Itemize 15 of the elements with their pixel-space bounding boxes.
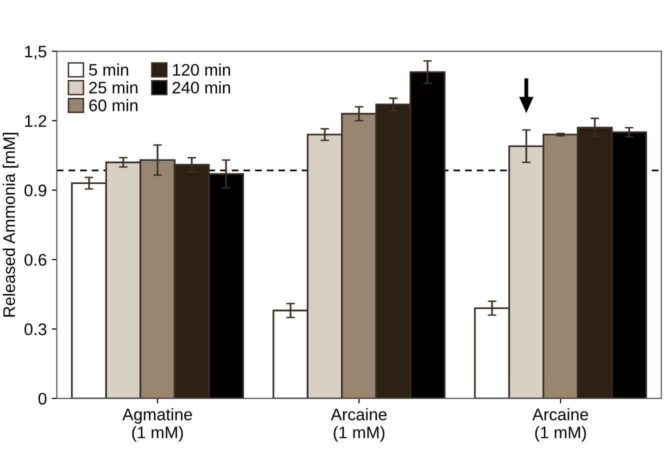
y-tick-label: 0.9 (24, 184, 46, 196)
legend-label: 5 min (89, 64, 128, 76)
y-tick-label: 1,5 (25, 46, 46, 60)
legend-label: 240 min (172, 81, 230, 94)
y-tick-label: 0 (38, 392, 46, 405)
x-tick-label: Arcaine (1 mM) (532, 408, 588, 442)
y-tick-label: 0.3 (24, 323, 46, 336)
y-axis-title: Released Ammonia [mM] (2, 132, 18, 317)
legend-label: 60 min (89, 99, 138, 112)
legend-label: 25 min (89, 81, 138, 94)
y-tick-label: 0.6 (24, 254, 46, 266)
x-tick-label: Arcaine (1 mM) (330, 408, 387, 442)
legend-label: 120 min (173, 64, 230, 76)
x-tick-label: Agmatine (1 mM) (122, 408, 192, 442)
y-tick-label: 1.2 (25, 115, 46, 127)
